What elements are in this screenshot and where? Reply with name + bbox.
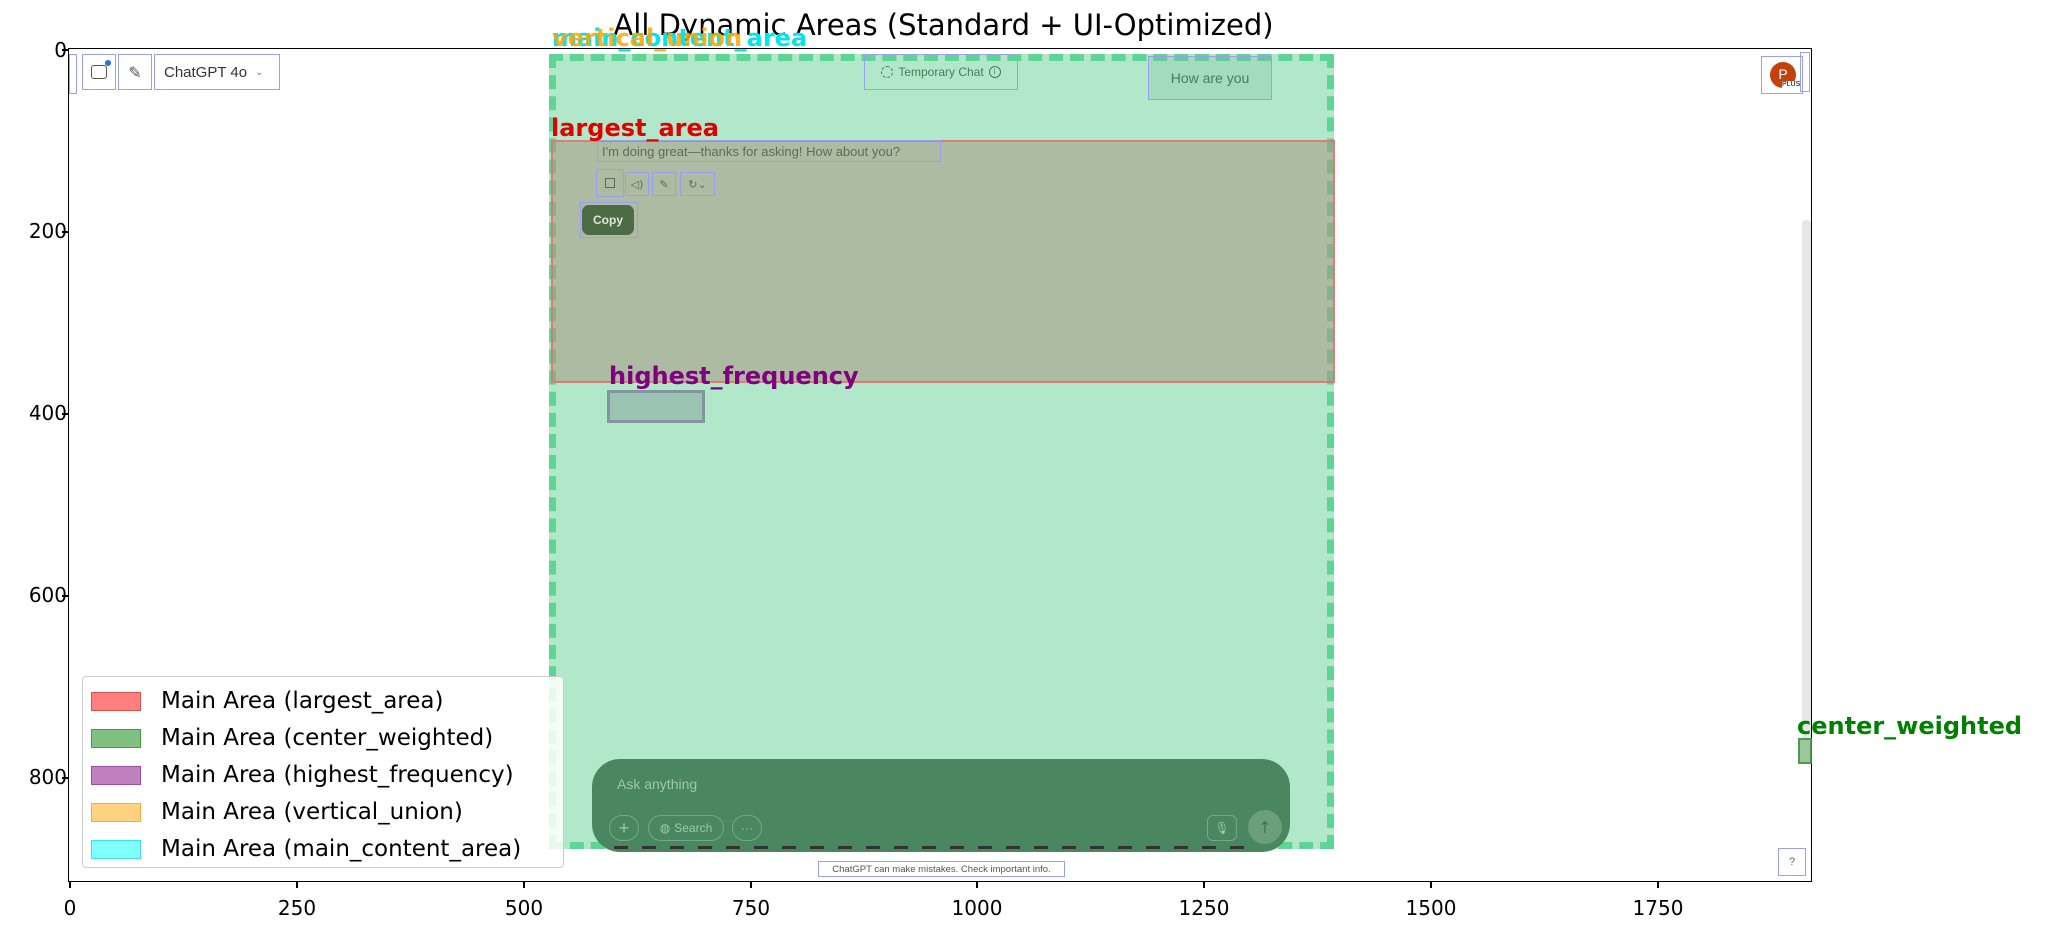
x-tick-label: 0	[63, 896, 77, 920]
x-tick-label: 1750	[1632, 896, 1684, 920]
x-tick-label: 750	[731, 896, 771, 920]
tooltip-outline	[580, 202, 638, 238]
legend-item-main-content-area: Main Area (main_content_area)	[91, 832, 521, 866]
user-message-bubble: How are you	[1148, 56, 1272, 100]
legend-label: Main Area (highest_frequency)	[161, 762, 514, 788]
edit-icon: ✎	[128, 62, 142, 82]
help-button[interactable]: ?	[1778, 848, 1806, 876]
info-icon: i	[988, 66, 1001, 78]
scrollbar[interactable]	[1802, 220, 1811, 740]
legend-swatch	[91, 765, 141, 785]
x-tick-mark	[1430, 882, 1432, 888]
y-tick-mark	[62, 49, 68, 51]
arrow-up-icon: ↑	[1258, 817, 1272, 837]
assistant-message: I'm doing great—thanks for asking! How a…	[597, 140, 941, 162]
sidebar-toggle-button[interactable]	[82, 54, 116, 90]
attach-button[interactable]: +	[609, 815, 639, 841]
regenerate-button[interactable]: ↻⌄	[680, 172, 715, 196]
x-tick-mark	[976, 882, 978, 888]
legend-swatch	[91, 839, 141, 859]
copy-button[interactable]	[596, 169, 624, 197]
edit-response-button[interactable]: ✎	[652, 172, 676, 196]
y-tick-mark	[62, 231, 68, 233]
copy-tooltip: Copy	[582, 205, 634, 235]
plus-icon: +	[618, 817, 630, 838]
y-tick-label: 0	[54, 38, 67, 62]
left-edge-box	[69, 54, 77, 94]
highest-frequency-overlay	[607, 390, 705, 423]
legend: Main Area (largest_area) Main Area (cent…	[82, 676, 564, 868]
x-tick-label: 500	[504, 896, 544, 920]
y-tick-mark	[62, 595, 68, 597]
voice-input-button[interactable]: 🎙	[1207, 815, 1237, 841]
largest-area-label: largest_area	[551, 114, 719, 142]
x-tick-mark	[1203, 882, 1205, 888]
plus-badge: PLUS	[1782, 81, 1801, 88]
legend-label: Main Area (center_weighted)	[161, 725, 494, 751]
legend-item-largest-area: Main Area (largest_area)	[91, 684, 443, 718]
sidebar-icon	[91, 60, 111, 79]
legend-label: Main Area (largest_area)	[161, 688, 444, 714]
legend-item-highest-frequency: Main Area (highest_frequency)	[91, 758, 514, 792]
main-content-area-label: main_content_area	[552, 24, 808, 52]
y-tick-label: 800	[28, 765, 67, 789]
disclaimer: ChatGPT can make mistakes. Check importa…	[818, 861, 1065, 877]
figure-title: All Dynamic Areas (Standard + UI-Optimiz…	[613, 8, 1274, 42]
more-options-button[interactable]: ···	[732, 815, 762, 841]
legend-label: Main Area (vertical_union)	[161, 799, 463, 825]
x-tick-mark	[296, 882, 298, 888]
temporary-chat-button[interactable]: Temporary Chat i	[864, 54, 1018, 90]
legend-swatch	[91, 728, 141, 748]
globe-icon: ◍	[659, 821, 671, 835]
x-tick-mark	[1657, 882, 1659, 888]
y-tick-label: 600	[28, 583, 67, 607]
x-tick-label: 1500	[1405, 896, 1457, 920]
pen-icon: ✎	[659, 177, 669, 191]
composer-bottom-dashes	[614, 846, 1244, 849]
model-selector[interactable]: ChatGPT 4o ⌄	[154, 54, 280, 90]
legend-item-center-weighted: Main Area (center_weighted)	[91, 721, 493, 755]
legend-swatch	[91, 691, 141, 711]
x-tick-mark	[750, 882, 752, 888]
composer	[592, 759, 1290, 852]
legend-swatch	[91, 802, 141, 822]
legend-label: Main Area (main_content_area)	[161, 836, 522, 862]
highest-frequency-label: highest_frequency	[609, 362, 859, 390]
composer-input[interactable]: Ask anything	[617, 776, 698, 792]
x-tick-label: 1000	[951, 896, 1003, 920]
refresh-icon: ↻⌄	[688, 177, 707, 191]
legend-item-vertical-union: Main Area (vertical_union)	[91, 795, 463, 829]
ellipsis-icon: ···	[741, 821, 753, 835]
x-tick-mark	[69, 882, 71, 888]
microphone-icon: 🎙	[1214, 821, 1230, 835]
model-selector-label: ChatGPT 4o	[164, 63, 248, 81]
speaker-icon: ◁)	[630, 177, 644, 191]
temporary-chat-label: Temporary Chat	[898, 65, 984, 79]
x-tick-label: 1250	[1178, 896, 1230, 920]
search-button-label: Search	[674, 821, 713, 835]
center-weighted-label: center_weighted	[1797, 712, 2023, 740]
chevron-down-icon: ⌄	[255, 66, 264, 78]
new-chat-button[interactable]: ✎	[118, 54, 152, 90]
y-tick-mark	[62, 777, 68, 779]
center-weighted-overlay	[1798, 738, 1812, 764]
send-button[interactable]: ↑	[1248, 810, 1282, 844]
x-tick-label: 250	[277, 896, 317, 920]
y-tick-label: 200	[28, 219, 67, 243]
vertical-union-label: vertical_union	[552, 24, 743, 52]
read-aloud-button[interactable]: ◁)	[625, 172, 649, 196]
y-tick-label: 400	[28, 401, 67, 425]
dashed-circle-icon	[881, 66, 894, 78]
y-tick-mark	[62, 413, 68, 415]
search-button[interactable]: ◍ Search	[648, 815, 724, 841]
avatar-box[interactable]: P PLUS	[1761, 56, 1803, 94]
x-tick-mark	[523, 882, 525, 888]
copy-icon	[605, 178, 615, 188]
largest-area-overlay	[551, 140, 1335, 383]
right-edge-box	[1800, 52, 1810, 92]
